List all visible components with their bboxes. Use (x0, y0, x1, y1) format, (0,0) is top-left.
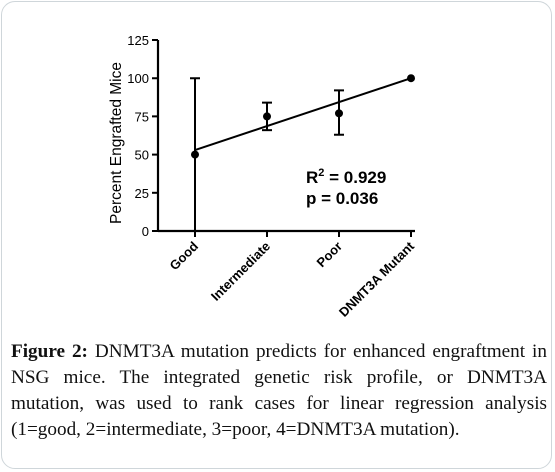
data-point (263, 112, 271, 121)
y-tick-label: 25 (135, 186, 149, 201)
r-squared-superscript: 2 (318, 167, 324, 179)
y-tick-label: 75 (135, 109, 149, 124)
x-tick-label: Intermediate (208, 239, 273, 304)
caption-label: Figure 2: (11, 341, 88, 362)
regression-line (194, 77, 412, 151)
x-tick-label: Poor (314, 239, 346, 271)
data-point (191, 150, 199, 159)
data-point (407, 74, 415, 83)
x-tick-label: DNMT3A Mutant (336, 238, 418, 320)
y-tick-label: 0 (142, 224, 149, 239)
regression-chart: 0 25 50 75 100 125 Good Intermediate PoorDNMT3A … (108, 33, 418, 320)
r-squared-value: = 0.929 (324, 168, 386, 187)
r-squared-label: R (306, 168, 318, 187)
y-axis-label: Percent Engrafted Mice (108, 62, 125, 224)
y-tick-label: 100 (127, 71, 149, 86)
p-value-annotation: p = 0.036 (306, 189, 378, 208)
caption-text: DNMT3A mutation predicts for enhanced en… (11, 341, 547, 440)
figure-caption: Figure 2: DNMT3A mutation predicts for e… (11, 339, 547, 443)
y-tick-label: 125 (127, 33, 149, 48)
data-point (335, 109, 343, 118)
y-tick-label: 50 (135, 148, 149, 163)
chart-marks (190, 74, 415, 232)
x-tick-label: Good (167, 238, 202, 273)
r-squared-annotation: R2 = 0.929 (306, 167, 386, 187)
